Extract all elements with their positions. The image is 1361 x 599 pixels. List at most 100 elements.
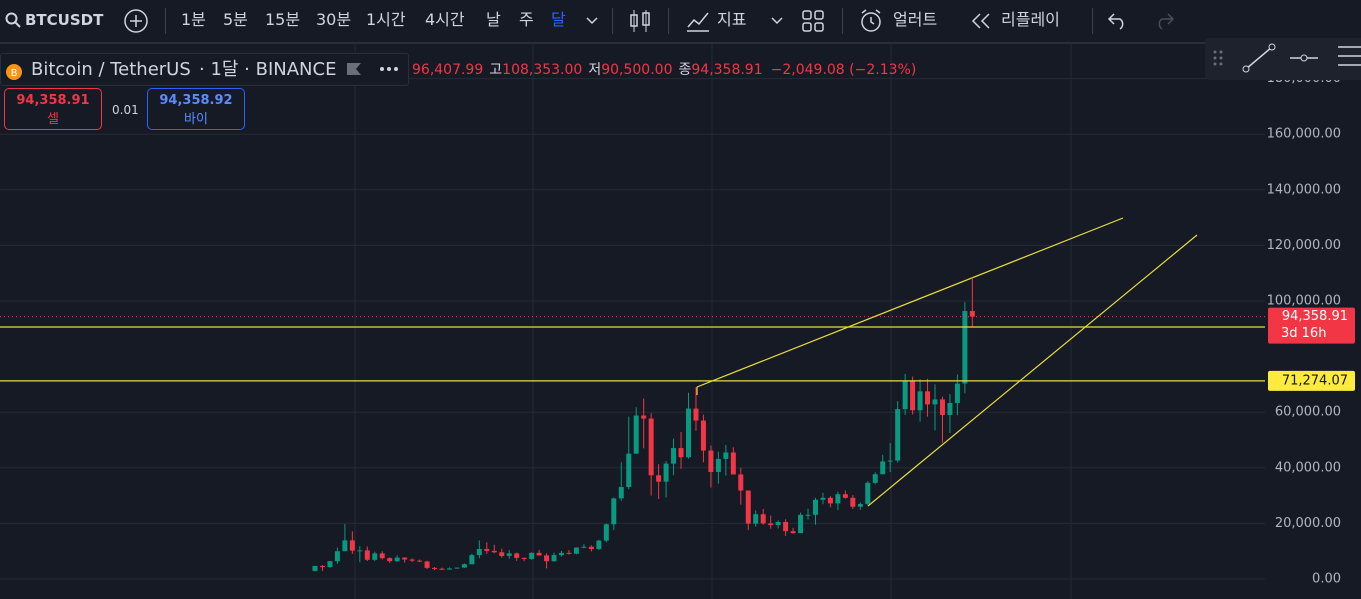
candle-body xyxy=(633,415,639,454)
candle-body xyxy=(962,311,968,384)
buy-button[interactable]: 94,358.92 바이 xyxy=(147,88,245,130)
candle-body xyxy=(850,497,856,507)
candle-body xyxy=(469,555,475,565)
change: −2,049.08 (−2.13%) xyxy=(770,62,917,78)
candle-body xyxy=(409,559,415,561)
candle-body xyxy=(902,380,908,410)
spread: 0.01 xyxy=(112,103,139,117)
trend-line xyxy=(696,217,1124,388)
interval[interactable]: 1시간 xyxy=(366,10,406,29)
top-toolbar: BTCUSDT 1분 5분 15분 30분 1시간 4시간 날 주 달 지표 얼… xyxy=(0,0,1361,44)
alert[interactable]: 얼러트 xyxy=(893,10,938,29)
interval[interactable]: 날 xyxy=(486,10,501,29)
candle-body xyxy=(334,551,340,562)
candle-body xyxy=(969,310,975,317)
candle-body xyxy=(835,494,841,504)
candle-body xyxy=(641,415,647,419)
indicators[interactable]: 지표 xyxy=(717,10,747,29)
ohlc-value: 96,407.99 xyxy=(412,62,484,78)
candle-body xyxy=(730,452,736,475)
legend-box xyxy=(0,53,409,86)
candle-body xyxy=(865,482,871,504)
chevron[interactable] xyxy=(771,16,783,26)
candle-body xyxy=(775,522,781,526)
y-tick-label: 60,000.00 xyxy=(1275,405,1341,420)
candle-body xyxy=(387,558,393,562)
candle-body xyxy=(925,391,931,405)
interval[interactable]: 30분 xyxy=(316,10,352,29)
candle-body xyxy=(514,553,520,558)
ohlc-label: 종 xyxy=(678,62,692,78)
candle-body xyxy=(827,497,833,504)
candle-body xyxy=(783,522,789,532)
ohlc-value: 94,358.91 xyxy=(691,62,763,78)
candle-body xyxy=(954,383,960,404)
sell-price: 94,358.91 xyxy=(16,93,90,108)
candle-body xyxy=(319,565,325,568)
candle-body xyxy=(476,548,482,556)
candle-body xyxy=(753,514,759,524)
replay-icon[interactable] xyxy=(970,11,994,31)
y-tick-label: 0.00 xyxy=(1312,572,1341,587)
interval[interactable]: 1분 xyxy=(181,10,206,29)
y-tick-label: 160,000.00 xyxy=(1267,127,1341,142)
candle-body xyxy=(917,391,923,411)
symbol[interactable]: BTCUSDT xyxy=(25,11,104,29)
candle-body xyxy=(880,461,886,475)
candle-body xyxy=(738,474,744,491)
candle-body xyxy=(715,458,721,472)
interval[interactable]: 주 xyxy=(519,10,534,29)
candle-body xyxy=(551,555,557,562)
instrument-meta: · 1달 · BINANCE xyxy=(199,59,337,80)
candle-body xyxy=(872,474,878,483)
candle-body xyxy=(491,550,497,553)
undo[interactable] xyxy=(1107,11,1129,31)
candle-body xyxy=(671,448,677,464)
interval[interactable]: 4시간 xyxy=(425,10,465,29)
chevron[interactable] xyxy=(586,16,598,26)
ohlc: 96,407.99 고108,353.00 저90,500.00 종94,358.91… xyxy=(412,60,916,80)
candle-body xyxy=(618,486,624,499)
candle-body xyxy=(887,460,893,462)
candle-body xyxy=(417,560,423,562)
layout-icon[interactable] xyxy=(801,9,825,33)
candle-body xyxy=(379,553,385,559)
candle-body xyxy=(857,503,863,507)
candle-body xyxy=(947,403,953,415)
y-tick-label: 140,000.00 xyxy=(1267,182,1341,197)
candle-body xyxy=(760,514,766,524)
candle-body xyxy=(506,553,512,556)
trend-line xyxy=(867,234,1198,507)
candle-body xyxy=(895,409,901,461)
indicator-icon[interactable] xyxy=(685,9,711,33)
candle-body xyxy=(432,567,438,569)
candle-body xyxy=(626,453,632,487)
search-icon[interactable] xyxy=(5,12,21,28)
candle-body xyxy=(768,523,774,526)
candle-body xyxy=(573,547,579,554)
sell-label: 셀 xyxy=(47,112,59,127)
alert-icon[interactable] xyxy=(858,8,884,34)
add-symbol[interactable] xyxy=(123,8,149,34)
interval-active[interactable]: 달 xyxy=(551,10,566,29)
candle-body xyxy=(812,499,818,515)
candle-body xyxy=(581,546,587,548)
candle-body xyxy=(611,498,617,525)
drawing-tools[interactable] xyxy=(1205,38,1361,80)
candle-body xyxy=(521,557,527,559)
replay[interactable]: 리플레이 xyxy=(1001,10,1060,29)
price-line-tag xyxy=(1268,370,1355,391)
y-tick-label: 40,000.00 xyxy=(1275,460,1341,475)
ohlc-value: 108,353.00 xyxy=(502,62,583,78)
candle-body xyxy=(327,561,333,568)
instrument-name[interactable]: Bitcoin / TetherUS xyxy=(31,59,191,80)
candle-body xyxy=(402,557,408,560)
sell-button[interactable]: 94,358.91 셀 xyxy=(4,88,102,130)
legend-icons[interactable] xyxy=(344,60,404,80)
interval[interactable]: 5분 xyxy=(223,10,248,29)
ohlc-label: 고 xyxy=(489,62,503,78)
chart-type[interactable] xyxy=(628,8,652,34)
candle-body xyxy=(536,552,542,556)
svg-text:B: B xyxy=(11,68,18,79)
interval[interactable]: 15분 xyxy=(265,10,301,29)
